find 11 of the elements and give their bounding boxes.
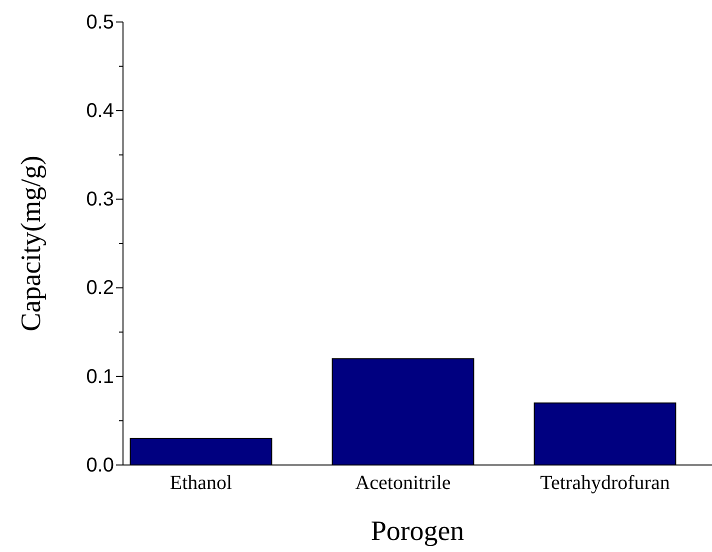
x-tick-label: Ethanol [170, 472, 233, 494]
x-axis-title: Porogen [370, 516, 464, 547]
y-tick-label: 0.3 [86, 188, 114, 211]
y-axis-title: Capacity(mg/g) [16, 156, 47, 332]
y-tick-label: 0.2 [86, 277, 114, 300]
y-tick-label: 0.5 [86, 11, 114, 34]
y-tick-label: 0.0 [86, 454, 114, 476]
x-tick-label: Tetrahydrofuran [540, 472, 670, 494]
x-tick-label: Acetonitrile [355, 472, 451, 494]
y-tick-label: 0.4 [86, 100, 114, 122]
y-tick-label: 0.1 [86, 366, 114, 388]
